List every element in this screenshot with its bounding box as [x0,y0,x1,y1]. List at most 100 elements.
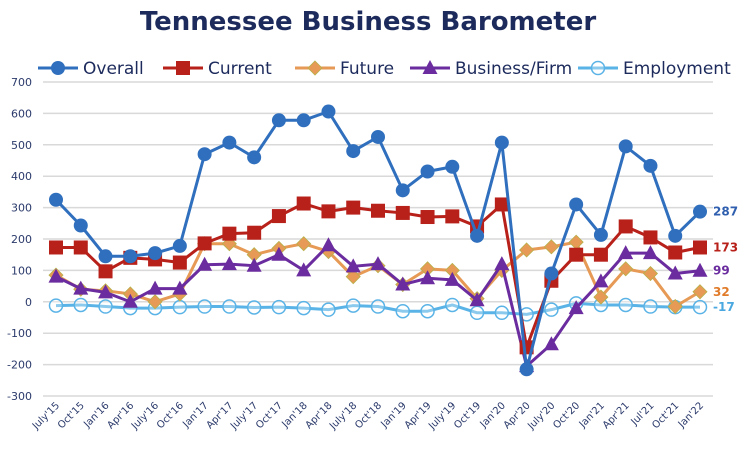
data-point [49,192,63,207]
legend-marker-icon [176,61,190,75]
data-point [321,204,336,219]
data-point [345,269,361,285]
data-point [197,299,212,314]
x-tick-label: Oct'20 [551,400,582,431]
data-point [197,256,213,271]
x-tick-label: Oct'17 [254,400,285,431]
x-tick-label: Apr'21 [601,400,632,431]
series-employment [48,296,708,322]
data-point [320,237,336,252]
data-point [642,245,658,260]
x-tick-label: July'17 [228,400,260,432]
data-point [221,256,237,271]
x-tick-label: July'16 [129,400,161,432]
data-point [668,245,683,260]
data-point [618,297,633,313]
end-labels: 287 173 32 99 -17 [713,205,738,314]
x-tick-label: July'18 [327,400,359,432]
x-tick-label: Oct'16 [155,400,186,431]
x-tick-label: July'20 [525,400,557,432]
data-point [296,300,311,316]
x-tick-label: Oct'21 [650,400,681,431]
x-tick-label: July'19 [426,400,458,432]
data-point [197,236,212,251]
data-point [98,299,113,314]
data-point [593,247,608,262]
data-point [48,298,64,313]
data-point [568,300,584,315]
legend-item-overall: Overall [38,59,144,79]
legend-label: Current [208,59,272,79]
data-point [247,150,262,165]
end-value-label: 32 [713,285,730,299]
legend-item-current: Current [163,59,272,79]
chart-title: Tennessee Business Barometer [140,7,597,37]
data-point [568,234,584,250]
x-tick-label: Jan'22 [676,400,706,430]
y-tick-label: 500 [11,139,32,152]
legend-marker-icon [422,60,438,74]
data-point [544,266,559,281]
x-axis: July'15Oct'15Jan'16Apr'16July'16Oct'16Ja… [30,400,706,432]
data-point [618,139,633,154]
data-point [519,242,535,258]
data-point [73,280,89,295]
data-point [247,225,262,240]
data-point [296,236,312,252]
series-current [49,196,707,355]
data-point [172,255,187,270]
y-tick-label: -300 [7,390,32,403]
data-point [222,135,237,150]
data-point [148,246,163,261]
data-point [420,210,435,225]
end-value-label: 99 [713,264,730,278]
legend: Overall Current Future Business/Firm Employm… [38,59,731,79]
data-point [395,205,410,220]
data-point [98,284,114,299]
y-tick-label: 600 [11,107,32,120]
data-point [469,292,485,307]
data-point [543,239,559,255]
y-tick-label: 400 [11,170,32,183]
data-point [618,219,633,234]
y-tick-label: 300 [11,202,32,215]
data-point [172,280,188,295]
data-point [222,299,237,314]
data-point [98,249,113,264]
data-point [296,113,311,128]
y-tick-label: 0 [25,296,32,309]
end-value-label: -17 [713,300,735,314]
data-point [346,200,361,215]
x-tick-label: July'15 [30,400,62,432]
legend-marker-icon [51,61,65,75]
data-point [172,238,187,253]
data-point [444,271,460,286]
y-tick-label: -200 [7,359,32,372]
end-value-label: 287 [713,205,738,219]
data-point [271,299,287,315]
data-point [494,305,510,321]
data-point [395,303,411,319]
data-point [48,268,64,283]
data-point [519,362,534,377]
data-point [494,197,509,212]
data-point [692,262,708,277]
data-point [321,302,336,317]
data-point [544,302,559,317]
data-point [618,261,634,277]
data-point [296,262,312,277]
y-tick-label: 200 [11,233,32,246]
data-point [371,129,385,144]
data-point [98,264,113,279]
x-tick-label: Oct'18 [353,400,384,431]
legend-label: Business/Firm [455,59,572,79]
x-tick-label: Oct'19 [452,400,483,431]
series-future [48,234,708,315]
data-point [172,299,188,315]
data-point [469,305,485,321]
data-point [271,209,286,224]
series-line [55,301,700,316]
data-point [470,228,485,243]
data-point [569,197,584,212]
data-point [593,273,609,288]
